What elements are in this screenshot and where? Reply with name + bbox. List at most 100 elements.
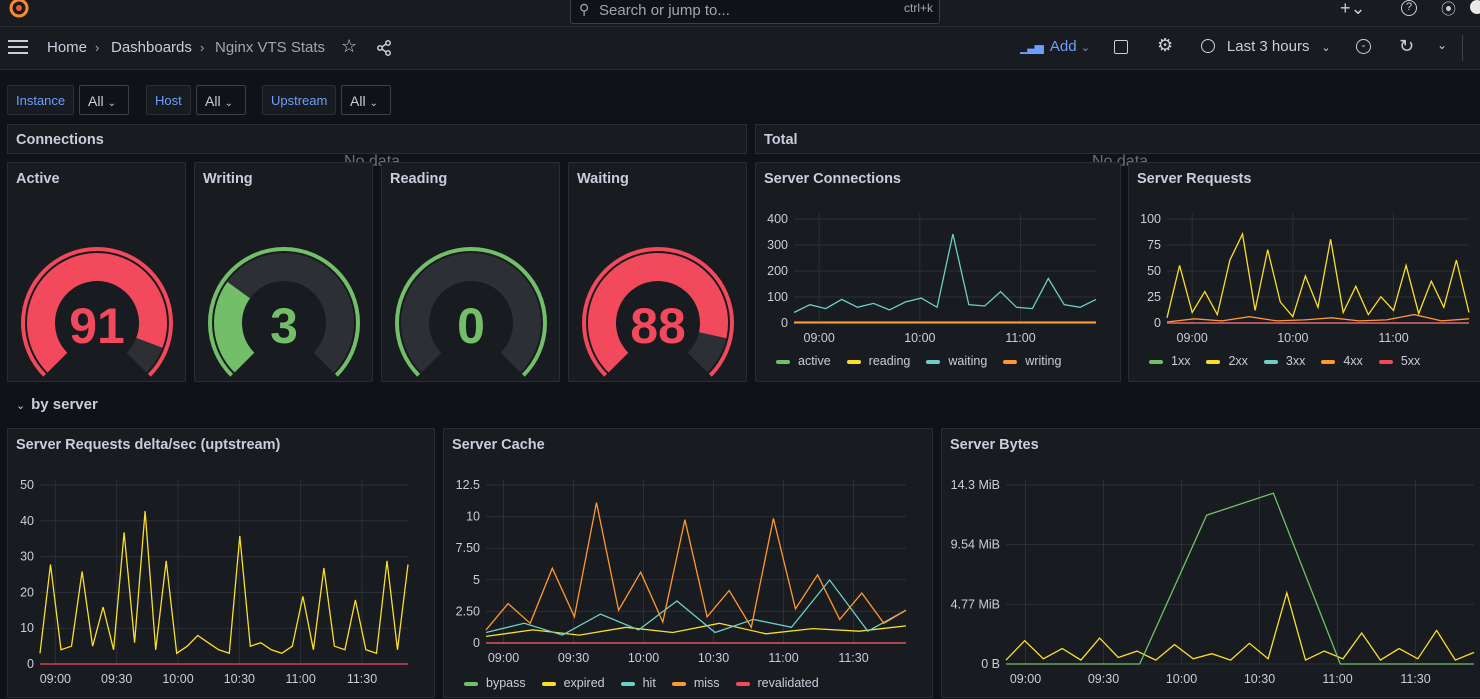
- legend-item-2xx[interactable]: 2xx: [1206, 354, 1248, 368]
- variable-upstream-value: All: [350, 93, 366, 109]
- add-panel-button[interactable]: ▁▃▅ Add ⌄: [1020, 38, 1090, 55]
- legend-label: revalidated: [757, 676, 819, 690]
- y-tick-label: 100: [1140, 212, 1161, 226]
- server-bytes-panel[interactable]: Server Bytes 0 B 4.77 MiB 9.54 MiB 14.3 MiB…: [941, 428, 1480, 698]
- legend-swatch: [1378, 359, 1393, 364]
- share-icon[interactable]: [376, 40, 392, 59]
- time-range-picker[interactable]: Last 3 hours ⌄: [1201, 38, 1331, 55]
- gauge-panel-reading[interactable]: Reading 0: [381, 162, 560, 382]
- x-tick-label: 10:00: [1277, 331, 1308, 345]
- legend-label: 3xx: [1285, 354, 1306, 368]
- panel-title: Active: [16, 171, 60, 187]
- legend-swatch: [1263, 359, 1278, 364]
- chevron-down-icon: ⌄: [107, 98, 116, 109]
- x-tick-label: 11:00: [285, 672, 315, 686]
- grafana-logo-icon[interactable]: [8, 0, 30, 19]
- series-line-expired: [485, 622, 907, 638]
- legend-item-3xx[interactable]: 3xx: [1263, 354, 1306, 368]
- y-tick-label: 30: [20, 550, 34, 564]
- legend-label: expired: [563, 676, 605, 690]
- chevron-down-icon: ⌄: [16, 400, 26, 412]
- chevron-down-icon: ⌄: [1080, 42, 1090, 54]
- variable-host-select[interactable]: All ⌄: [196, 85, 246, 115]
- y-tick-label: 75: [1147, 238, 1161, 252]
- legend-swatch: [846, 359, 861, 364]
- breadcrumb-separator: ›: [200, 40, 205, 55]
- panel-title: Server Connections: [764, 171, 901, 187]
- legend-item-hit[interactable]: hit: [620, 676, 656, 690]
- x-tick-label: 09:00: [804, 331, 835, 345]
- gauge-value: 91: [69, 298, 125, 354]
- x-tick-label: 11:30: [347, 672, 377, 686]
- server-connections-panel[interactable]: Server Connections 0 100 200 300 400 09:00 10:…: [755, 162, 1121, 382]
- y-tick-label: 0 B: [981, 657, 1000, 671]
- server-requests-delta-panel[interactable]: Server Requests delta/sec (uptstream) 0 1…: [7, 428, 435, 698]
- server-requests-chart: 0 25 50 75 100 09:00 10:00 11:00: [1140, 212, 1470, 345]
- news-feed-icon[interactable]: ⦿: [1441, 1, 1457, 18]
- gauge-panel-waiting[interactable]: Waiting 88: [568, 162, 747, 382]
- legend-item-reading[interactable]: reading: [846, 354, 910, 368]
- y-tick-label: 20: [20, 585, 34, 599]
- add-new-icon[interactable]: +⌄: [1340, 0, 1366, 18]
- legend-label: waiting: [948, 354, 988, 368]
- breadcrumb-home[interactable]: Home: [47, 39, 88, 56]
- total-panel: Total No data: [755, 124, 1480, 170]
- series-line-hit: [485, 578, 907, 636]
- chart-legend: bypass expired hit miss revalidated: [464, 676, 835, 690]
- legend-swatch: [926, 359, 941, 364]
- series-line-waiting: [793, 233, 1097, 314]
- server-bytes-chart: 0 B 4.77 MiB 9.54 MiB 14.3 MiB 09:00 09:30 10:…: [951, 478, 1475, 686]
- refresh-icon[interactable]: ↻: [1399, 36, 1415, 56]
- gauge-panel-writing[interactable]: Writing 3: [194, 162, 373, 382]
- panel-title: Server Requests delta/sec (uptstream): [16, 437, 281, 453]
- server-requests-panel[interactable]: Server Requests 0 25 50 75 100 09:00 10:00 11:0…: [1128, 162, 1480, 382]
- legend-item-writing[interactable]: writing: [1003, 354, 1061, 368]
- star-icon[interactable]: ☆: [341, 36, 358, 56]
- x-tick-label: 11:30: [838, 651, 868, 665]
- shortcut-hint: ctrl+k: [903, 1, 933, 15]
- series-line-4xx: [1166, 313, 1470, 323]
- legend-label: writing: [1025, 354, 1062, 368]
- y-tick-label: 12.5: [456, 478, 480, 492]
- server-cache-chart: 0 2.50 5 7.50 10 12.5 09:00 09:30 10:00 10:30 11:0…: [456, 478, 907, 665]
- save-icon[interactable]: [1114, 40, 1128, 54]
- y-tick-label: 50: [20, 478, 34, 492]
- row-by-server[interactable]: ⌄ by server: [16, 396, 98, 413]
- search-input[interactable]: ⚲ Search or jump to... ctrl+k: [570, 0, 940, 24]
- refresh-interval-chevron-icon[interactable]: ⌄: [1437, 38, 1448, 52]
- legend-swatch: [620, 681, 635, 686]
- series-line-2xx: [1166, 231, 1470, 319]
- panel-title: Server Requests: [1137, 171, 1252, 187]
- profile-avatar[interactable]: [1470, 0, 1480, 14]
- help-icon[interactable]: ?: [1401, 0, 1417, 16]
- server-cache-panel[interactable]: Server Cache 0 2.50 5 7.50 10 12.5 09:00 09:30 1…: [443, 428, 933, 698]
- gauge-track: [401, 253, 541, 373]
- dashboard-nav-bar: Home › Dashboards › Nginx VTS Stats ☆ ▁▃…: [0, 27, 1480, 70]
- y-tick-label: 5: [473, 573, 480, 587]
- menu-icon[interactable]: [8, 40, 28, 54]
- panel-title: Server Cache: [452, 437, 545, 453]
- legend-item-waiting[interactable]: waiting: [926, 354, 987, 368]
- legend-item-active[interactable]: active: [776, 354, 831, 368]
- gauge: 88: [582, 247, 734, 377]
- y-tick-label: 40: [20, 514, 34, 528]
- search-icon: ⚲: [579, 1, 590, 17]
- x-tick-label: 09:30: [558, 651, 589, 665]
- breadcrumb-separator: ›: [95, 40, 100, 55]
- settings-gear-icon[interactable]: ⚙: [1157, 35, 1174, 55]
- legend-item-1xx[interactable]: 1xx: [1149, 354, 1190, 368]
- legend-item-5xx[interactable]: 5xx: [1378, 354, 1420, 368]
- breadcrumb-dashboards[interactable]: Dashboards: [111, 39, 192, 56]
- legend-item-bypass[interactable]: bypass: [464, 676, 526, 690]
- series-line: [1005, 590, 1475, 662]
- gauge-panel-active[interactable]: Active 91: [7, 162, 186, 382]
- zoom-out-icon[interactable]: -: [1356, 39, 1371, 54]
- legend-item-expired[interactable]: expired: [541, 676, 605, 690]
- legend-item-miss[interactable]: miss: [671, 676, 720, 690]
- legend-item-revalidated[interactable]: revalidated: [735, 676, 819, 690]
- panel-title: Waiting: [577, 171, 629, 187]
- legend-item-4xx[interactable]: 4xx: [1321, 354, 1363, 368]
- variable-instance-select[interactable]: All ⌄: [79, 85, 129, 115]
- variable-upstream-select[interactable]: All ⌄: [341, 85, 391, 115]
- gauge-value: 3: [270, 298, 298, 354]
